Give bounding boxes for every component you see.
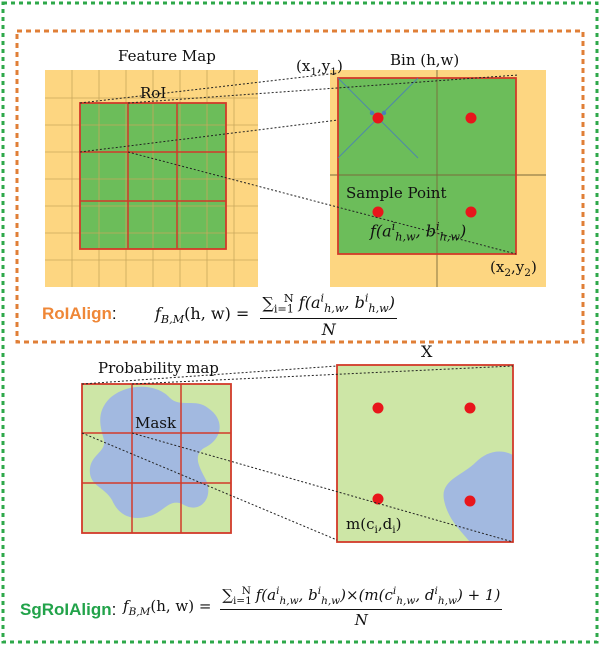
sample-point-4 (465, 206, 477, 218)
sample-point-3 (372, 206, 384, 218)
sample-point-1 (372, 112, 384, 124)
sample-function-label: f(aih,w, bih,w) (370, 220, 467, 244)
corner-bottom-label: (x2,y2) (490, 258, 537, 279)
m-label: m(ci,di) (346, 515, 402, 536)
sgroialign-formula: fB,M(h, w) = ∑i=1N f(aih,w, bih,w)×(m(ci… (123, 585, 503, 629)
roialign-frame (15, 29, 585, 344)
bin-box (337, 77, 517, 255)
feature-map-grid (45, 70, 258, 287)
probability-bin-zoom (336, 364, 514, 543)
sample-point-2 (465, 112, 477, 124)
probability-map-label: Probability map (98, 359, 219, 377)
roi-box (79, 102, 227, 250)
mask-blob-right (443, 451, 513, 542)
feature-map-label: Feature Map (118, 47, 216, 65)
sample-point-label: Sample Point (346, 184, 447, 202)
bottom-connectors (81, 365, 514, 543)
prob-sample-1 (372, 402, 384, 414)
prob-sample-3 (372, 493, 384, 505)
roialign-label: RoIAlign: (42, 304, 117, 323)
x-label: X (421, 342, 433, 361)
prob-sample-2 (464, 402, 476, 414)
mask-blob-left (89, 386, 220, 519)
bin-label: Bin (h,w) (390, 51, 460, 69)
top-connectors (79, 72, 519, 255)
corner-top-label: (x1,y1) (296, 57, 343, 78)
prob-sample-4 (464, 495, 476, 507)
roialign-formula: fB,M(h, w) = ∑i=1N f(aih,w, bih,w) N (155, 292, 398, 339)
sgroialign-label: SgRoIAlign: (20, 600, 117, 619)
probability-map-grid (81, 383, 232, 534)
roi-label: RoI (140, 84, 167, 102)
mask-label: Mask (135, 414, 177, 432)
bin-zoom (330, 70, 546, 287)
